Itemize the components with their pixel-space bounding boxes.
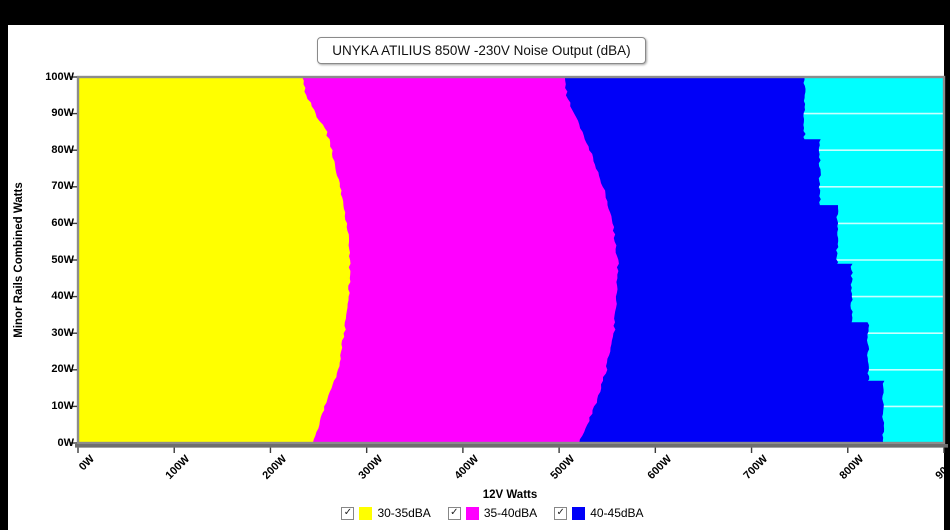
y-tick-label: 0W bbox=[57, 436, 75, 449]
y-tick-label: 10W bbox=[51, 399, 74, 412]
legend-swatch bbox=[359, 506, 373, 520]
y-tick-label: 100W bbox=[45, 70, 74, 83]
y-tick-label: 40W bbox=[51, 290, 74, 303]
y-axis-title: Minor Rails Combined Watts bbox=[13, 182, 25, 338]
chart-title-box: UNYKA ATILIUS 850W -230V Noise Output (d… bbox=[317, 37, 646, 64]
legend-item-40-45dBA[interactable]: ✓ 40-45dBA bbox=[554, 506, 644, 520]
checkbox-checked-icon[interactable]: ✓ bbox=[554, 506, 568, 520]
chart-title-wrap: UNYKA ATILIUS 850W -230V Noise Output (d… bbox=[0, 37, 950, 64]
chart-card bbox=[8, 25, 944, 530]
y-tick-label: 90W bbox=[51, 107, 74, 120]
checkbox-checked-icon[interactable]: ✓ bbox=[447, 506, 461, 520]
y-tick-label: 60W bbox=[51, 216, 74, 229]
legend: ✓ 30-35dBA ✓ 35-40dBA ✓ 40-45dBA bbox=[0, 506, 950, 520]
y-tick-label: 20W bbox=[51, 363, 74, 376]
y-tick-label: 30W bbox=[51, 326, 74, 339]
legend-label: 30-35dBA bbox=[377, 506, 431, 520]
legend-swatch bbox=[572, 506, 586, 520]
legend-label: 35-40dBA bbox=[483, 506, 538, 520]
legend-swatch bbox=[465, 506, 479, 520]
chart-title: UNYKA ATILIUS 850W -230V Noise Output (d… bbox=[332, 43, 631, 58]
y-tick-label: 80W bbox=[51, 143, 74, 156]
legend-item-30-35dBA[interactable]: ✓ 30-35dBA bbox=[341, 506, 431, 520]
y-tick-label: 70W bbox=[51, 180, 74, 193]
x-axis-title: 12V Watts bbox=[482, 489, 538, 501]
checkbox-checked-icon[interactable]: ✓ bbox=[341, 506, 355, 520]
legend-label: 40-45dBA bbox=[590, 506, 644, 520]
legend-item-35-40dBA[interactable]: ✓ 35-40dBA bbox=[447, 506, 538, 520]
y-tick-label: 50W bbox=[51, 253, 74, 266]
